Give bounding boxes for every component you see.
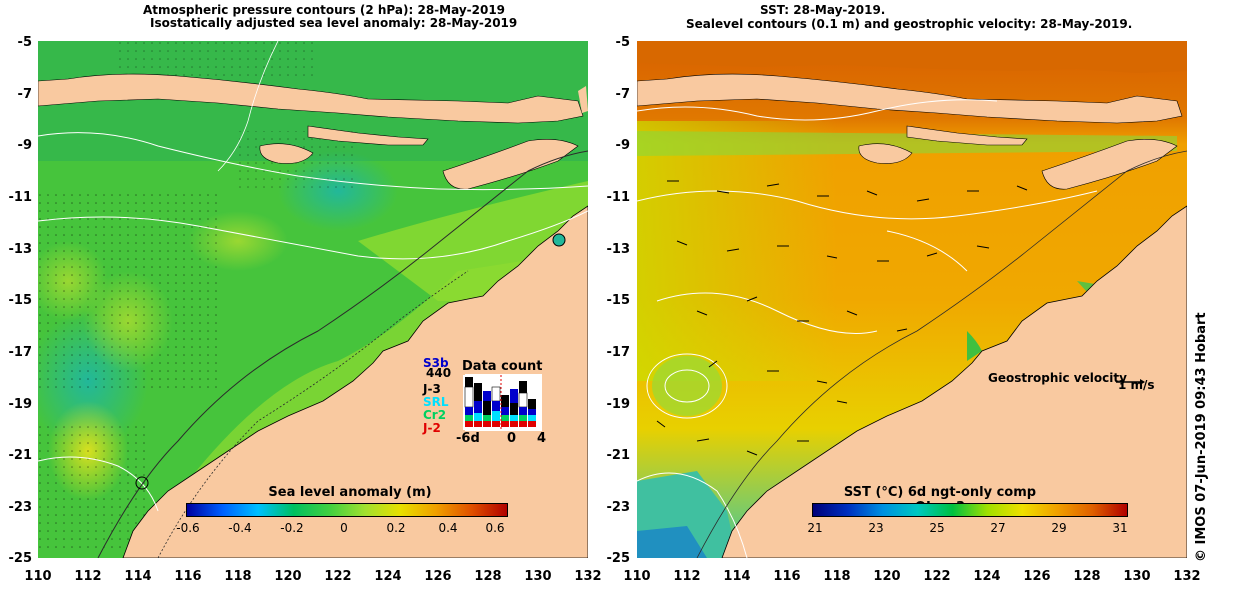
left-ytick: -7 xyxy=(17,87,32,102)
right-xtick: 124 xyxy=(973,569,1001,584)
sst-colorbar xyxy=(812,503,1128,517)
left-ytick: -11 xyxy=(8,190,33,205)
right-ytick: -15 xyxy=(606,293,631,308)
left-ytick: -17 xyxy=(8,345,33,360)
sea-level-anomaly-map xyxy=(38,41,588,558)
sla-tick-1: -0.6 xyxy=(176,521,200,535)
left-ytick: -5 xyxy=(17,35,32,50)
sla-tick-2: -0.4 xyxy=(228,521,252,535)
left-ytick: -25 xyxy=(8,551,33,566)
sla-colorbar-title: Sea level anomaly (m) xyxy=(268,485,432,500)
left-xtick: 110 xyxy=(24,569,52,584)
geostrophic-velocity-label: Geostrophic velocity xyxy=(988,371,1127,385)
sst-tick-3: 25 xyxy=(929,521,945,535)
right-ytick: -17 xyxy=(606,345,631,360)
right-xtick: 128 xyxy=(1073,569,1101,584)
sst-tick-1: 21 xyxy=(807,521,823,535)
sst-tick-6: 31 xyxy=(1112,521,1128,535)
right-xtick: 110 xyxy=(623,569,651,584)
left-xtick: 128 xyxy=(474,569,502,584)
right-ytick: -21 xyxy=(606,448,631,463)
left-ytick: -21 xyxy=(8,448,33,463)
velocity-scale-arrow xyxy=(1116,372,1146,385)
left-xtick: 116 xyxy=(174,569,202,584)
right-ytick: -19 xyxy=(606,397,631,412)
right-xtick: 118 xyxy=(823,569,851,584)
data-count-title: Data count xyxy=(462,359,543,374)
right-xtick: 116 xyxy=(773,569,801,584)
left-xtick: 114 xyxy=(124,569,152,584)
left-ytick: -9 xyxy=(17,138,32,153)
data-count-xtick-4: 4 xyxy=(537,431,547,446)
data-count-xtick-0: 0 xyxy=(507,431,517,446)
left-xtick: 122 xyxy=(324,569,352,584)
sla-tick-5: 0.2 xyxy=(386,521,406,535)
sst-tick-2: 23 xyxy=(868,521,884,535)
sat-440-label: 440 xyxy=(426,366,452,380)
right-xtick: 126 xyxy=(1023,569,1051,584)
sat-s3b-label: S3b xyxy=(423,356,449,370)
right-xtick: 120 xyxy=(873,569,901,584)
left-ytick: -19 xyxy=(8,397,33,412)
left-title-line1: Atmospheric pressure contours (2 hPa): 2… xyxy=(143,3,506,17)
right-ytick: -5 xyxy=(615,35,630,50)
right-xtick: 112 xyxy=(673,569,701,584)
left-xtick: 124 xyxy=(374,569,402,584)
left-xtick: 112 xyxy=(74,569,102,584)
sst-map xyxy=(637,41,1187,558)
right-xtick: 130 xyxy=(1123,569,1151,584)
sst-tick-5: 29 xyxy=(1051,521,1067,535)
left-ytick: -15 xyxy=(8,293,33,308)
sla-tick-6: 0.4 xyxy=(438,521,458,535)
right-xtick: 114 xyxy=(723,569,751,584)
left-xtick: 132 xyxy=(574,569,602,584)
left-xtick: 130 xyxy=(524,569,552,584)
sst-tick-4: 27 xyxy=(990,521,1006,535)
left-xtick: 118 xyxy=(224,569,252,584)
right-ytick: -7 xyxy=(615,87,630,102)
right-ytick: -23 xyxy=(606,500,631,515)
sat-j2-label: J-2 xyxy=(423,421,441,435)
right-ytick: -25 xyxy=(606,551,631,566)
sla-tick-4: 0 xyxy=(340,521,348,535)
right-xtick: 122 xyxy=(923,569,951,584)
sla-tick-7: 0.6 xyxy=(485,521,505,535)
velocity-scale-label: 1 m/s xyxy=(1118,378,1155,392)
sat-cr2-label: Cr2 xyxy=(423,408,447,422)
sat-j3-label: J-3 xyxy=(423,382,441,396)
left-xtick: 126 xyxy=(424,569,452,584)
right-ytick: -9 xyxy=(615,138,630,153)
data-count-xtick-neg6d: -6d xyxy=(456,431,480,446)
right-title-line1: SST: 28-May-2019. xyxy=(760,3,886,17)
left-ytick: -13 xyxy=(8,242,33,257)
left-xtick: 120 xyxy=(274,569,302,584)
sla-tick-3: -0.2 xyxy=(280,521,304,535)
imos-credit: © IMOS 07-Jun-2019 09:43 Hobart xyxy=(1194,312,1209,562)
left-ytick: -23 xyxy=(8,500,33,515)
right-xtick: 132 xyxy=(1173,569,1201,584)
sat-srl-label: SRL xyxy=(423,395,449,409)
sla-colorbar xyxy=(186,503,508,517)
data-count-histogram xyxy=(463,375,541,430)
left-title-line2: Isostatically adjusted sea level anomaly… xyxy=(150,16,518,30)
right-title-line2: Sealevel contours (0.1 m) and geostrophi… xyxy=(686,17,1133,31)
right-ytick: -13 xyxy=(606,242,631,257)
right-ytick: -11 xyxy=(606,190,631,205)
